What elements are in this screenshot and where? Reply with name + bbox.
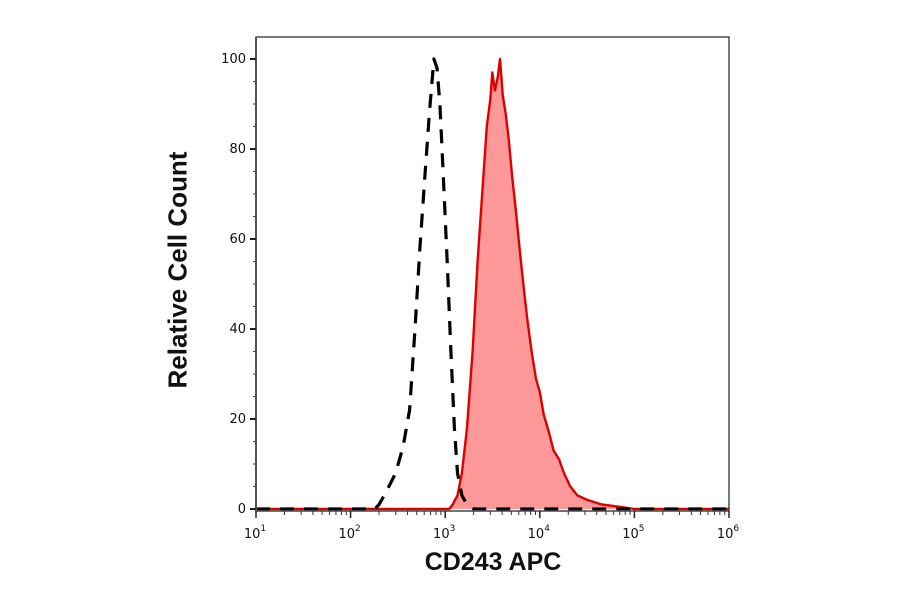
y-axis-title: Relative Cell Count [162, 151, 193, 389]
x-tick-label: 101 [244, 524, 266, 542]
x-tick-label: 104 [528, 524, 551, 542]
stained-histogram-line [256, 57, 729, 511]
x-tick-label: 106 [717, 524, 740, 542]
y-tick-label: 0 [238, 502, 246, 517]
y-tick-label: 40 [229, 322, 246, 337]
y-tick-label: 60 [229, 232, 246, 247]
series-layer [256, 57, 729, 511]
x-axis-ticks: 101 102 103 104 105 106 [244, 511, 740, 542]
x-tick-label: 102 [338, 524, 360, 542]
y-tick-label: 80 [229, 142, 246, 157]
y-tick-label: 100 [221, 52, 246, 67]
plot-area: 0 20 40 60 80 100 101 102 103 104 105 106 [221, 36, 740, 542]
stained-histogram-fill [256, 59, 729, 509]
x-axis-title: CD243 APC [424, 548, 562, 576]
x-tick-label: 103 [433, 524, 455, 542]
y-tick-label: 20 [229, 412, 246, 427]
isotype-histogram-line [256, 57, 729, 511]
x-tick-label: 105 [622, 524, 644, 542]
y-axis-title-container: Relative Cell Count [153, 130, 203, 410]
y-axis-ticks: 0 20 40 60 80 100 [221, 52, 256, 517]
